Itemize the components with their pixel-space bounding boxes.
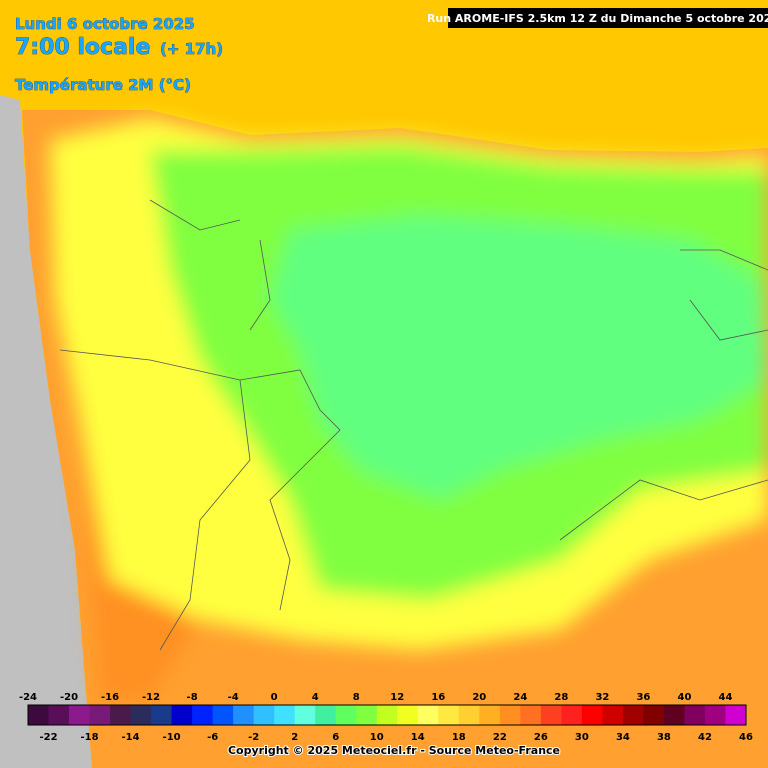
legend-swatch (643, 705, 665, 725)
legend-label: -4 (228, 692, 239, 703)
legend-label: -12 (142, 692, 160, 703)
legend-label: 22 (493, 732, 507, 743)
variable-name: Température 2M (°C) (15, 76, 191, 94)
legend-swatch (89, 705, 111, 725)
legend-label: 10 (370, 732, 384, 743)
legend-label: 20 (472, 692, 486, 703)
legend-label: -16 (101, 692, 119, 703)
legend-swatch (233, 705, 255, 725)
legend-label: 24 (513, 692, 527, 703)
legend-label: 16 (431, 692, 445, 703)
legend-swatch (274, 705, 296, 725)
legend-swatch (335, 705, 357, 725)
field-orange (80, 420, 200, 700)
legend-label: -2 (248, 732, 259, 743)
legend-label: 4 (312, 692, 319, 703)
legend-swatch (725, 705, 747, 725)
legend-label: 30 (575, 732, 589, 743)
legend-label: 12 (390, 692, 404, 703)
legend-swatch (499, 705, 521, 725)
legend-swatch (315, 705, 337, 725)
legend-label: 32 (595, 692, 609, 703)
legend-swatch (48, 705, 70, 725)
legend-label: 28 (554, 692, 568, 703)
legend-swatch (663, 705, 685, 725)
legend-label: -14 (122, 732, 140, 743)
legend-label: -8 (187, 692, 198, 703)
border (159, 379, 251, 651)
legend-swatch (602, 705, 624, 725)
legend-label: 44 (719, 692, 733, 703)
border (59, 349, 341, 611)
legend-label: 2 (291, 732, 298, 743)
legend-label: 34 (616, 732, 630, 743)
legend-label: 36 (636, 692, 650, 703)
legend-swatch (356, 705, 378, 725)
legend-label: -6 (207, 732, 218, 743)
legend-label: 38 (657, 732, 671, 743)
legend-label: 6 (332, 732, 339, 743)
legend-label: 14 (411, 732, 425, 743)
legend-swatch (561, 705, 583, 725)
legend-swatch (212, 705, 234, 725)
forecast-time: 7:00 locale (15, 35, 150, 60)
legend-label: 0 (271, 692, 278, 703)
legend-swatch (622, 705, 644, 725)
legend-swatch (130, 705, 152, 725)
legend-swatch (151, 705, 173, 725)
legend-swatch (704, 705, 726, 725)
legend-swatch (253, 705, 275, 725)
border (149, 199, 271, 331)
legend-swatch (581, 705, 603, 725)
outside-domain (0, 95, 92, 768)
legend-swatch (376, 705, 398, 725)
legend-swatch (28, 705, 50, 725)
legend-swatch (684, 705, 706, 725)
forecast-date: Lundi 6 octobre 2025 (15, 15, 195, 33)
legend-swatch (294, 705, 316, 725)
legend-swatch (417, 705, 439, 725)
run-info: Run AROME-IFS 2.5km 12 Z du Dimanche 5 o… (427, 12, 768, 25)
border (680, 249, 768, 341)
legend-swatch (479, 705, 501, 725)
legend-label: 46 (739, 732, 753, 743)
legend-swatch (397, 705, 419, 725)
legend-swatch (110, 705, 132, 725)
legend-label: 42 (698, 732, 712, 743)
legend-label: 8 (353, 692, 360, 703)
legend-label: -24 (19, 692, 37, 703)
legend-swatch (540, 705, 562, 725)
legend-swatch (192, 705, 214, 725)
legend-swatch (69, 705, 91, 725)
legend-frame (27, 704, 747, 726)
lead-time: (+ 17h) (160, 40, 223, 58)
legend-swatch (438, 705, 460, 725)
legend-label: 18 (452, 732, 466, 743)
legend-label: -22 (39, 732, 57, 743)
legend-label: 40 (677, 692, 691, 703)
legend-label: -20 (60, 692, 78, 703)
legend-label: -18 (81, 732, 99, 743)
temperature-field (50, 118, 768, 700)
copyright: Copyright © 2025 Meteociel.fr - Source M… (228, 744, 560, 757)
borders (59, 199, 768, 651)
legend-label: -10 (163, 732, 181, 743)
color-legend: -24 -20 -16 -12 -8 -4 0 4 8 12 16 20 24 28 32 36 40 44-22… (19, 692, 753, 743)
legend-label: 26 (534, 732, 548, 743)
border (559, 479, 768, 541)
legend-swatch (520, 705, 542, 725)
legend-swatch (458, 705, 480, 725)
legend-swatch (171, 705, 193, 725)
run-box (448, 8, 768, 28)
field-light-green (270, 215, 768, 500)
